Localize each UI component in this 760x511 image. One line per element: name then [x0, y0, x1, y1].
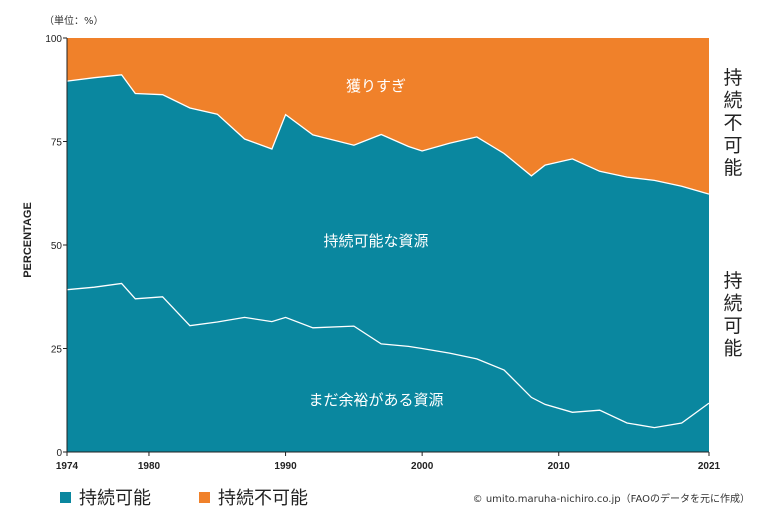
side-label-char: 持: [723, 270, 742, 292]
legend: 持続可能 持続不可能: [60, 484, 356, 510]
legend-item-unsustainable: 持続不可能: [199, 484, 308, 510]
side-label-char: 続: [723, 90, 742, 112]
x-tick-label: 1980: [138, 461, 161, 472]
legend-label-unsustainable: 持続不可能: [218, 488, 308, 509]
sustainable-annotation: 持続可能な資源: [323, 232, 428, 250]
y-tick-label: 100: [45, 34, 62, 45]
x-tick-label: 2010: [548, 461, 571, 472]
x-tick-label: 2000: [411, 461, 434, 472]
y-axis: 0 25 50 75 100: [45, 34, 68, 459]
side-label-char: 能: [723, 157, 742, 179]
side-label-sustainable: 持続可能: [723, 270, 742, 360]
y-tick-label: 75: [51, 138, 63, 149]
sustainable-area: [67, 74, 709, 453]
side-label-char: 続: [723, 293, 742, 315]
legend-label-sustainable: 持続可能: [79, 488, 151, 509]
legend-swatch-unsustainable: [199, 491, 210, 503]
source-credit: © umito.maruha-nichiro.co.jp（FAOのデータを元に作…: [472, 494, 750, 505]
y-axis-label: PERCENTAGE: [22, 202, 34, 278]
underfished-line: [66, 282, 710, 429]
side-label-unsustainable: 持続不可能: [723, 67, 742, 179]
sustainable-boundary-line: [66, 74, 710, 195]
x-tick-label: 2021: [698, 461, 721, 472]
x-axis: 1974 1980 1990 2000 2010 2021: [56, 451, 721, 472]
side-label-char: 持: [723, 67, 742, 89]
side-label-char: 可: [723, 135, 742, 157]
y-tick-label: 50: [51, 241, 63, 252]
legend-item-sustainable: 持続可能: [60, 484, 151, 510]
side-label-char: 能: [723, 338, 742, 360]
fish-stock-chart: （単位：%） 0 25 50 75 100 1974 1980 1990 2000 2010 20…: [22, 14, 743, 472]
x-tick-label: 1974: [56, 461, 79, 472]
y-tick-label: 0: [56, 448, 62, 459]
side-label-char: 可: [723, 315, 742, 337]
y-tick-label: 25: [51, 345, 63, 356]
legend-swatch-sustainable: [60, 491, 71, 503]
x-tick-label: 1990: [274, 461, 297, 472]
overfished-annotation: 獲りすぎ: [346, 77, 406, 95]
side-label-char: 不: [723, 112, 742, 134]
plot-area: [66, 38, 710, 453]
underfished-annotation: まだ余裕がある資源: [308, 391, 443, 409]
unit-label: （単位：%）: [44, 14, 104, 27]
